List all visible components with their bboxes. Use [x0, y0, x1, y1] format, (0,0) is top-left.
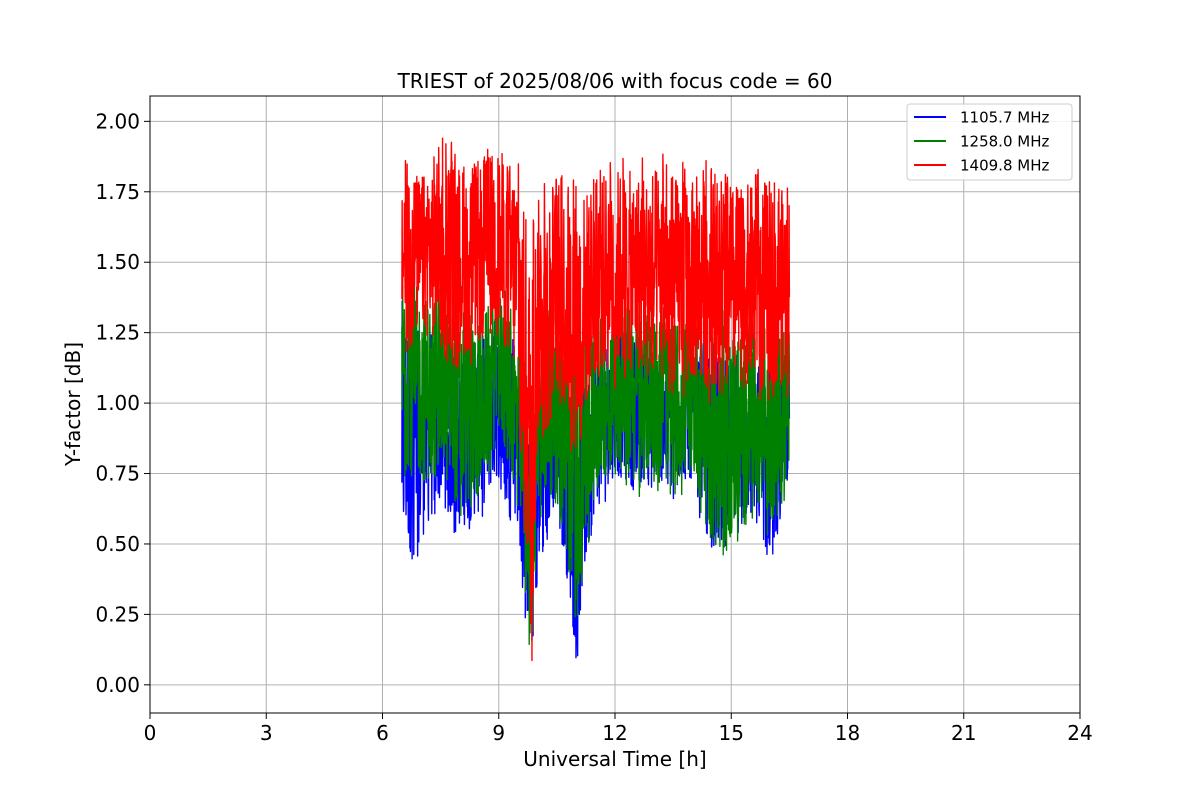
x-axis-label: Universal Time [h] — [523, 747, 706, 771]
series-layer — [401, 137, 791, 662]
x-tick-label: 3 — [260, 721, 273, 745]
series-line-3 — [401, 137, 791, 662]
legend-box — [906, 103, 1073, 181]
chart-title: TRIEST of 2025/08/06 with focus code = 6… — [397, 69, 833, 93]
y-axis-label: Y-factor [dB] — [61, 342, 85, 467]
y-tick-label: 1.50 — [95, 250, 140, 274]
y-tick-label: 2.00 — [95, 109, 140, 133]
x-tick-label: 0 — [144, 721, 157, 745]
x-tick-label: 12 — [602, 721, 627, 745]
y-tick-label: 1.00 — [95, 391, 140, 415]
y-tick-label: 0.00 — [95, 673, 140, 697]
series-line-2 — [401, 258, 791, 646]
y-tick-label: 0.25 — [95, 602, 140, 626]
legend-label: 1258.0 MHz — [960, 133, 1049, 151]
x-tick-label: 6 — [376, 721, 389, 745]
y-tick-label: 0.75 — [95, 462, 140, 486]
legend-label: 1105.7 MHz — [960, 109, 1049, 127]
x-tick-label: 18 — [835, 721, 860, 745]
x-tick-label: 21 — [951, 721, 976, 745]
x-tick-label: 24 — [1067, 721, 1092, 745]
y-tick-label: 1.75 — [95, 180, 140, 204]
legend: 1105.7 MHz 1258.0 MHz 1409.8 MHz — [906, 103, 1073, 181]
y-tick-label: 1.25 — [95, 321, 140, 345]
legend-label: 1409.8 MHz — [960, 157, 1049, 175]
tick-layer: 0 3 6 9 12 15 18 21 24 0.00 0.25 0.50 0.75 1.00 1.25 1.… — [95, 109, 1092, 745]
y-tick-label: 0.50 — [95, 532, 140, 556]
x-tick-label: 15 — [719, 721, 744, 745]
x-tick-label: 9 — [492, 721, 505, 745]
